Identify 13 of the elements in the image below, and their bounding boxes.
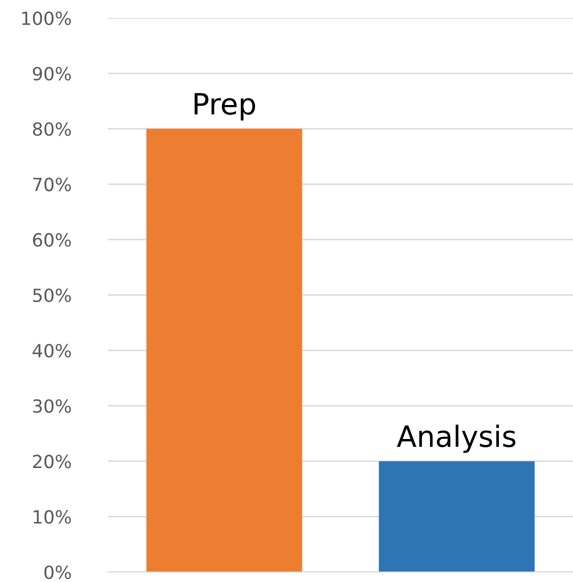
x-tick-label: Analysis — [396, 424, 516, 453]
y-tick-label: 70% — [33, 178, 71, 192]
y-tick-label: 10% — [34, 510, 71, 524]
y-tick-label: 20% — [33, 454, 71, 468]
y-tick-label: 60% — [33, 233, 71, 247]
y-tick-label: 50% — [33, 288, 71, 302]
y-tick-label: 0% — [44, 565, 71, 580]
y-tick-label: 90% — [32, 66, 71, 81]
y-tick-label: 40% — [32, 344, 71, 358]
x-tick-label: Prep — [194, 93, 256, 120]
y-tick-label: 100% — [22, 11, 71, 26]
y-tick-label: 30% — [33, 399, 71, 413]
y-tick-label: 80% — [32, 122, 71, 136]
